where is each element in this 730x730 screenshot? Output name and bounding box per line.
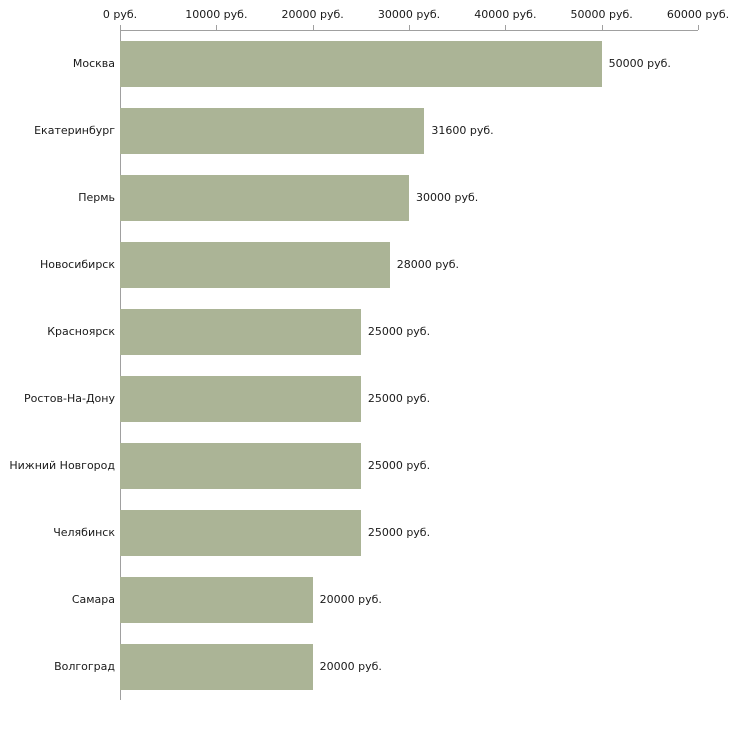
bar	[120, 174, 409, 221]
x-axis-tick	[698, 25, 699, 30]
bar	[120, 40, 602, 87]
value-label: 25000 руб.	[367, 526, 431, 539]
bar-row: Екатеринбург 31600 руб.	[0, 97, 730, 164]
bar	[120, 509, 361, 556]
bar-row: Волгоград 20000 руб.	[0, 633, 730, 700]
bar	[120, 643, 313, 690]
x-axis-tick-label: 60000 руб.	[666, 8, 730, 21]
bar-row: Новосибирск 28000 руб.	[0, 231, 730, 298]
category-label: Пермь	[78, 191, 115, 204]
bar	[120, 576, 313, 623]
category-label: Челябинск	[53, 526, 115, 539]
x-axis-tick-label: 50000 руб.	[570, 8, 633, 21]
category-label: Волгоград	[54, 660, 115, 673]
bar	[120, 442, 361, 489]
bar-row: Челябинск 25000 руб.	[0, 499, 730, 566]
category-label: Екатеринбург	[34, 124, 115, 137]
bar	[120, 107, 425, 154]
x-axis-tick-label: 10000 руб.	[185, 8, 248, 21]
x-axis-line	[120, 30, 698, 31]
x-axis-tick	[409, 25, 410, 30]
x-axis-tick-label: 20000 руб.	[281, 8, 344, 21]
category-label: Красноярск	[47, 325, 115, 338]
bar	[120, 241, 390, 288]
bar-row: Нижний Новгород 25000 руб.	[0, 432, 730, 499]
value-label: 20000 руб.	[319, 593, 382, 606]
x-axis-tick	[312, 25, 314, 30]
bar-row: Ростов-На-Дону 25000 руб.	[0, 365, 730, 432]
x-axis-tick-label: 30000 руб.	[377, 8, 441, 21]
bar-row: Пермь 30000 руб.	[0, 164, 730, 231]
category-label: Москва	[72, 57, 115, 70]
bar-row: Красноярск 25000 руб.	[0, 298, 730, 365]
bar-rows: Москва 50000 руб. Екатеринбург 31600 руб. Пе…	[0, 30, 730, 700]
value-label: 25000 руб.	[367, 325, 431, 338]
bar-row: Самара 20000 руб.	[0, 566, 730, 633]
bar	[120, 308, 361, 355]
value-label: 25000 руб.	[367, 392, 431, 405]
y-axis-line	[120, 30, 121, 700]
x-axis-tick	[505, 25, 507, 30]
category-label: Новосибирск	[39, 258, 115, 271]
value-label: 25000 руб.	[367, 459, 431, 472]
value-label: 30000 руб.	[416, 191, 479, 204]
category-label: Ростов-На-Дону	[23, 392, 115, 405]
category-label: Нижний Новгород	[9, 459, 115, 472]
x-axis-tick	[601, 25, 603, 30]
value-label: 28000 руб.	[396, 258, 459, 271]
value-label: 50000 руб.	[608, 57, 671, 70]
bar-row: Москва 50000 руб.	[0, 30, 730, 97]
category-label: Самара	[71, 593, 115, 606]
x-axis-tick	[216, 25, 218, 30]
x-axis-tick-label: 0 руб.	[102, 8, 138, 21]
x-axis-tick	[120, 25, 121, 30]
bar	[120, 375, 361, 422]
value-label: 31600 руб.	[431, 124, 494, 137]
x-axis-tick-label: 40000 руб.	[474, 8, 537, 21]
value-label: 20000 руб.	[319, 660, 382, 673]
